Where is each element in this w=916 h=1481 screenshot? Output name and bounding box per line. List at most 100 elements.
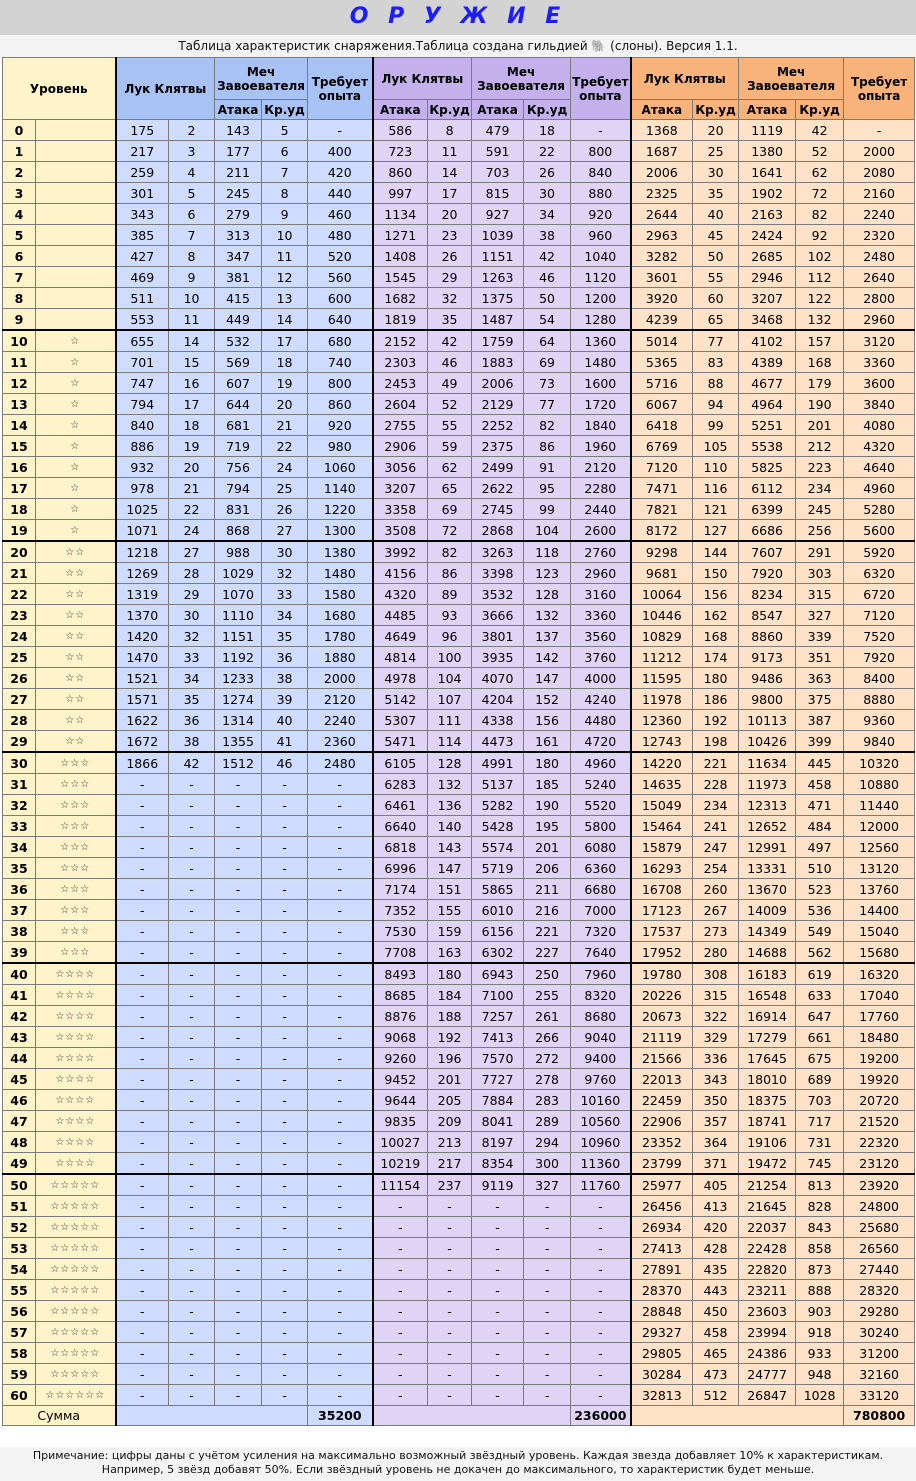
sword-attack-cell: 1512 <box>214 751 263 774</box>
sword-attack-cell: 1070 <box>214 583 263 605</box>
bow-attack-cell: 23799 <box>629 1152 694 1175</box>
sword-attack-cell: - <box>214 794 263 816</box>
xp-cell: - <box>307 794 374 816</box>
sword-attack-cell: 2129 <box>471 393 525 415</box>
sword-crit-cell: 18 <box>261 351 309 373</box>
sword-crit-cell: 82 <box>795 203 845 225</box>
sword-attack-cell: 1029 <box>214 562 263 584</box>
sword-crit-cell: 1028 <box>795 1384 845 1406</box>
stars-cell: ☆☆ <box>34 646 117 668</box>
xp-cell: 24800 <box>843 1195 916 1217</box>
sword-attack-cell: 12313 <box>738 794 797 816</box>
level-cell: 0 <box>2 119 36 141</box>
sword-crit-cell: 445 <box>795 751 845 774</box>
table-row: 35 ☆☆☆ - - - - -6996 147 5719 206 6360 16293 254 1333… <box>2 857 916 879</box>
sword-attack-cell: 19472 <box>738 1152 797 1175</box>
xp-cell: 1600 <box>570 372 632 394</box>
sword-crit-cell: - <box>261 1237 309 1259</box>
bow-attack-cell: 4485 <box>371 604 429 626</box>
bow-attack-cell: 3508 <box>371 519 429 542</box>
xp-cell: 13120 <box>843 857 916 879</box>
sword-crit-cell: 102 <box>795 245 845 267</box>
level-cell: 5 <box>2 224 36 246</box>
sword-crit-cell: 278 <box>523 1068 572 1090</box>
sword-crit-cell: - <box>261 1216 309 1238</box>
header-atk: Атака <box>214 99 263 120</box>
sword-crit-cell: 291 <box>795 540 845 563</box>
sword-crit-cell: 536 <box>795 899 845 921</box>
bow-attack-cell: 15879 <box>629 836 694 858</box>
xp-cell: 7920 <box>843 646 916 668</box>
xp-cell: 1720 <box>570 393 632 415</box>
sum-gap-g2 <box>371 1405 572 1426</box>
stars-cell: ☆☆☆ <box>34 773 117 795</box>
bow-crit-cell: 162 <box>692 604 740 626</box>
level-cell: 50 <box>2 1173 36 1196</box>
stars-cell <box>34 140 117 162</box>
bow-crit-cell: - <box>168 962 216 985</box>
bow-attack-cell: 10829 <box>629 625 694 647</box>
table-body: 0 175 2 143 5-586 8 479 18-1368 20 1119 42-1 217 3 17… <box>2 119 916 1406</box>
bow-crit-cell: 260 <box>692 878 740 900</box>
table-row: 52 ☆☆☆☆☆ - - - - - - - - - -26934 420 22037 843 25680 <box>2 1216 916 1238</box>
bow-crit-cell: 14 <box>168 329 216 352</box>
sword-crit-cell: 206 <box>523 857 572 879</box>
bow-crit-cell: 371 <box>692 1152 740 1175</box>
level-cell: 33 <box>2 815 36 837</box>
bow-attack-cell: - <box>114 773 170 795</box>
bow-attack-cell: - <box>371 1363 429 1385</box>
bow-crit-cell: 8 <box>168 245 216 267</box>
sword-attack-cell: - <box>471 1384 525 1406</box>
bow-attack-cell: 10219 <box>371 1152 429 1175</box>
bow-attack-cell: 469 <box>114 266 170 288</box>
table-row: 42 ☆☆☆☆ - - - - -8876 188 7257 261 8680 20673 322 169… <box>2 1005 916 1027</box>
sword-crit-cell: - <box>261 1110 309 1132</box>
xp-cell: 12000 <box>843 815 916 837</box>
bow-crit-cell: 273 <box>692 920 740 942</box>
sword-attack-cell: 8354 <box>471 1152 525 1175</box>
sword-attack-cell: 9800 <box>738 688 797 710</box>
sword-attack-cell: 24777 <box>738 1363 797 1385</box>
sword-attack-cell: - <box>214 836 263 858</box>
xp-cell: 3560 <box>570 625 632 647</box>
sword-crit-cell: 327 <box>795 604 845 626</box>
bow-crit-cell: 29 <box>168 583 216 605</box>
sword-crit-cell: 132 <box>523 604 572 626</box>
bow-crit-cell: - <box>168 1342 216 1364</box>
stars-cell <box>34 161 117 183</box>
xp-cell: 840 <box>570 161 632 183</box>
sword-attack-cell: 794 <box>214 477 263 499</box>
sword-attack-cell: 1151 <box>471 245 525 267</box>
bow-attack-cell: - <box>114 1026 170 1048</box>
bow-attack-cell: 21566 <box>629 1047 694 1069</box>
bow-crit-cell: 450 <box>692 1300 740 1322</box>
bow-attack-cell: 4814 <box>371 646 429 668</box>
sword-crit-cell: 10 <box>261 224 309 246</box>
bow-attack-cell: 3920 <box>629 287 694 309</box>
bow-crit-cell: 72 <box>427 519 473 542</box>
table-row: 50 ☆☆☆☆☆ - - - - -11154 237 9119 327 11760 25977 405… <box>2 1173 916 1196</box>
sword-attack-cell: 14688 <box>738 941 797 964</box>
table-row: 27 ☆☆ 1571 35 1274 39 2120 5142 107 4204 152 4240 11… <box>2 688 916 710</box>
xp-cell: 28320 <box>843 1279 916 1301</box>
bow-crit-cell: 136 <box>427 794 473 816</box>
sword-crit-cell: 39 <box>261 688 309 710</box>
stars-cell: ☆☆ <box>34 709 117 731</box>
sword-crit-cell: - <box>261 1026 309 1048</box>
xp-cell: 33120 <box>843 1384 916 1406</box>
xp-cell: - <box>307 1195 374 1217</box>
bow-attack-cell: 978 <box>114 477 170 499</box>
sword-crit-cell: - <box>523 1279 572 1301</box>
sword-crit-cell: 41 <box>261 730 309 753</box>
sword-attack-cell: - <box>471 1195 525 1217</box>
stars-cell: ☆☆☆ <box>34 836 117 858</box>
xp-cell: 4240 <box>570 688 632 710</box>
sword-attack-cell: - <box>214 1300 263 1322</box>
bow-crit-cell: 336 <box>692 1047 740 1069</box>
sword-attack-cell: - <box>471 1300 525 1322</box>
sword-attack-cell: - <box>214 1195 263 1217</box>
table-row: 8 511 10 415 13 600 1682 32 1375 50 1200 3920 60 3207… <box>2 287 916 309</box>
footnote-line-2: Например, 5 звёзд добавят 50%. Если звёз… <box>101 1463 815 1476</box>
bow-crit-cell: 234 <box>692 794 740 816</box>
bow-crit-cell: - <box>427 1195 473 1217</box>
